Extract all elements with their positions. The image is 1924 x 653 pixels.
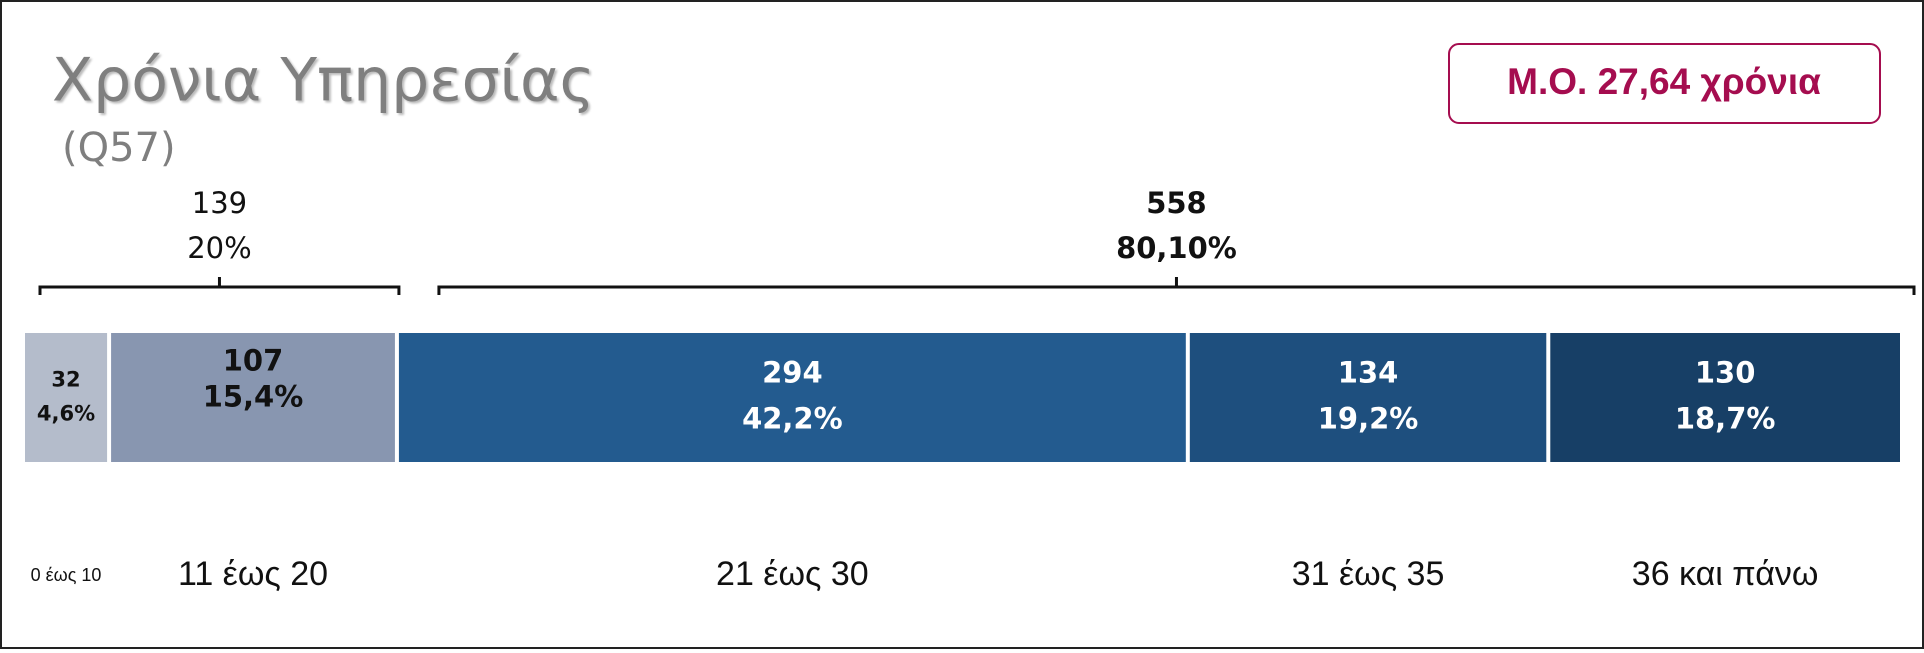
category-label: 31 έως 35 bbox=[1292, 555, 1445, 593]
category-label: 11 έως 20 bbox=[178, 555, 328, 593]
group-bracket bbox=[437, 277, 1916, 295]
bar-segment bbox=[1550, 333, 1900, 462]
value-label: 107 bbox=[223, 344, 284, 378]
category-label: 21 έως 30 bbox=[716, 555, 869, 593]
group-bracket bbox=[38, 277, 401, 295]
bar-segment bbox=[1189, 333, 1547, 462]
group-percent: 80,10% bbox=[1116, 231, 1237, 265]
bar-segment bbox=[111, 333, 395, 462]
value-label: 130 bbox=[1695, 356, 1756, 390]
group-value: 558 bbox=[1146, 186, 1207, 220]
percent-label: 19,2% bbox=[1318, 402, 1419, 436]
value-label: 32 bbox=[51, 368, 80, 392]
value-label: 134 bbox=[1338, 356, 1399, 390]
chart-title: Χρόνια Υπηρεσίας bbox=[52, 46, 595, 116]
percent-label: 42,2% bbox=[742, 402, 843, 436]
value-label: 294 bbox=[762, 356, 823, 390]
chart-subtitle: (Q57) bbox=[62, 125, 176, 171]
group-value: 139 bbox=[192, 186, 247, 220]
annotation: Μ.Ο. 27,64 χρόνια bbox=[1507, 61, 1821, 102]
bar-segment bbox=[398, 333, 1186, 462]
category-label: 0 έως 10 bbox=[31, 565, 102, 585]
bar-segment bbox=[25, 333, 108, 462]
category-label: 36 και πάνω bbox=[1632, 555, 1819, 593]
percent-label: 18,7% bbox=[1675, 402, 1776, 436]
annotation-box bbox=[1448, 43, 1881, 124]
group-percent: 20% bbox=[187, 231, 251, 265]
percent-label: 4,6% bbox=[37, 402, 95, 426]
percent-label: 15,4% bbox=[203, 380, 304, 414]
